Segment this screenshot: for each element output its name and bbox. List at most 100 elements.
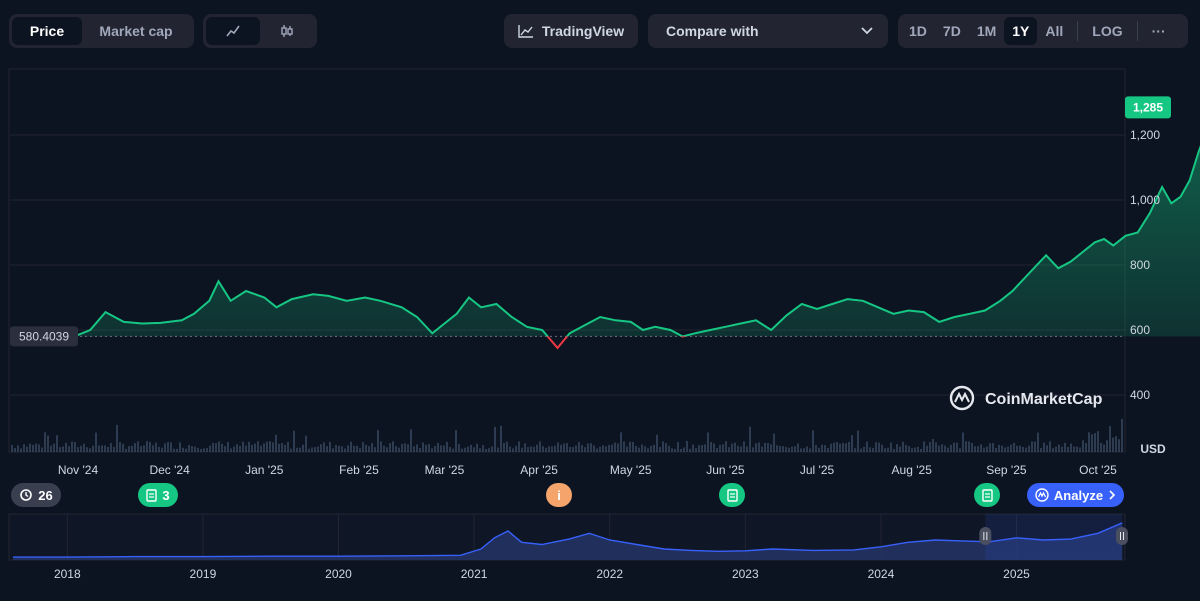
tab-market-cap[interactable]: Market cap xyxy=(99,23,173,39)
volume-bar xyxy=(845,443,847,452)
volume-bar xyxy=(185,448,187,452)
analyze-label: Analyze xyxy=(1053,487,1104,503)
volume-bar xyxy=(902,441,904,452)
svg-text:580.4039: 580.4039 xyxy=(19,329,69,343)
volume-bar xyxy=(836,442,838,452)
volume-bar xyxy=(383,445,385,452)
analyze-button[interactable]: Analyze xyxy=(1027,483,1124,507)
volume-bar xyxy=(860,448,862,452)
news-event-badge-sep[interactable] xyxy=(974,483,1000,507)
tradingview-button[interactable]: TradingView xyxy=(504,14,638,48)
navigator-selection[interactable] xyxy=(985,514,1122,560)
volume-bar xyxy=(230,448,232,452)
volume-bar xyxy=(608,445,610,452)
x-axis: Nov '24 Dec '24 Jan '25 Feb '25 Mar '25 Apr '… xyxy=(58,463,1117,477)
volume-bar xyxy=(962,432,964,452)
navigator-year-label: 2019 xyxy=(190,567,217,581)
volume-bar xyxy=(1115,436,1117,452)
volume-bar xyxy=(1088,432,1090,452)
news-event-badge-dec[interactable]: 3 xyxy=(138,483,178,507)
baseline-label: 580.4039 xyxy=(10,326,78,347)
volume-bar xyxy=(206,448,208,452)
volume-bar xyxy=(839,443,841,452)
volume-bar xyxy=(254,443,256,452)
volume-bar xyxy=(431,448,433,452)
volume-bar xyxy=(1067,447,1069,452)
volume-bar xyxy=(461,448,463,452)
volume-bar xyxy=(1097,431,1099,452)
volume-bar xyxy=(524,443,526,452)
volume-bar xyxy=(107,446,109,452)
range-1y[interactable]: 1Y xyxy=(1004,17,1038,45)
x-tick-label: Jul '25 xyxy=(800,463,835,477)
volume-bar xyxy=(1031,441,1033,452)
volume-bar xyxy=(713,443,715,452)
volume-bar xyxy=(917,446,919,452)
info-event-badge-apr[interactable]: i xyxy=(546,483,572,507)
x-tick-label: Jan '25 xyxy=(245,463,284,477)
volume-bar xyxy=(11,445,13,452)
volume-bar xyxy=(242,441,244,452)
volume-bar xyxy=(62,446,64,452)
volume-bar xyxy=(92,445,94,452)
tradingview-chart-icon xyxy=(518,25,533,38)
current-price-label: 1,285 xyxy=(1125,96,1171,119)
volume-bar xyxy=(146,441,148,452)
document-icon xyxy=(981,488,993,502)
volume-bar xyxy=(812,430,814,452)
navigator-handle-left[interactable] xyxy=(979,527,992,545)
line-chart-button[interactable] xyxy=(206,17,260,45)
volume-bar xyxy=(971,442,973,452)
range-1d[interactable]: 1D xyxy=(909,23,927,39)
volume-bar xyxy=(320,444,322,452)
volume-bar xyxy=(1025,447,1027,452)
more-options-button[interactable]: ··· xyxy=(1151,23,1166,39)
volume-bar xyxy=(23,444,25,452)
volume-bar xyxy=(935,442,937,452)
volume-bar xyxy=(1004,447,1006,452)
volume-bar xyxy=(104,445,106,452)
volume-bar xyxy=(284,444,286,452)
volume-bar xyxy=(707,432,709,452)
volume-bar xyxy=(398,447,400,452)
tab-price[interactable]: Price xyxy=(12,17,82,45)
volume-bar xyxy=(671,448,673,452)
volume-bar xyxy=(269,441,271,452)
history-events-badge[interactable]: 26 xyxy=(11,483,61,507)
volume-bar xyxy=(236,444,238,452)
volume-bar xyxy=(212,442,214,452)
log-toggle[interactable]: LOG xyxy=(1092,23,1123,39)
volume-bar xyxy=(968,441,970,452)
range-7d[interactable]: 7D xyxy=(942,23,961,39)
navigator-handle-right[interactable] xyxy=(1116,527,1128,545)
volume-bar xyxy=(167,442,169,452)
volume-bar xyxy=(509,446,511,452)
compare-with-dropdown[interactable]: Compare with xyxy=(648,14,888,48)
volume-bar xyxy=(1094,433,1096,452)
volume-bar xyxy=(473,447,475,452)
navigator-area xyxy=(13,522,1123,560)
volume-bar xyxy=(257,441,259,452)
range-all[interactable]: All xyxy=(1045,23,1064,39)
volume-bar xyxy=(404,443,406,452)
volume-bar xyxy=(302,444,304,452)
volume-bar xyxy=(248,441,250,452)
x-tick-label: Oct '25 xyxy=(1079,463,1117,477)
volume-bar xyxy=(647,448,649,452)
volume-bar xyxy=(440,445,442,452)
volume-bar xyxy=(632,442,634,452)
volume-bar xyxy=(191,446,193,452)
range-toggle: 1D 7D 1M 1Y All LOG ··· xyxy=(898,14,1188,48)
news-event-badge-jun[interactable] xyxy=(719,483,745,507)
volume-bar xyxy=(1001,445,1003,452)
candlestick-button[interactable] xyxy=(260,17,314,45)
volume-bar xyxy=(479,448,481,452)
volume-bar xyxy=(1049,441,1051,452)
time-navigator[interactable]: 2018 2019 2020 2021 2022 2023 2024 2025 xyxy=(8,513,1128,581)
price-line-down xyxy=(16,336,688,350)
volume-bar xyxy=(662,441,664,452)
volume-bar xyxy=(914,447,916,452)
range-1m[interactable]: 1M xyxy=(976,23,997,39)
volume-bar xyxy=(623,441,625,452)
